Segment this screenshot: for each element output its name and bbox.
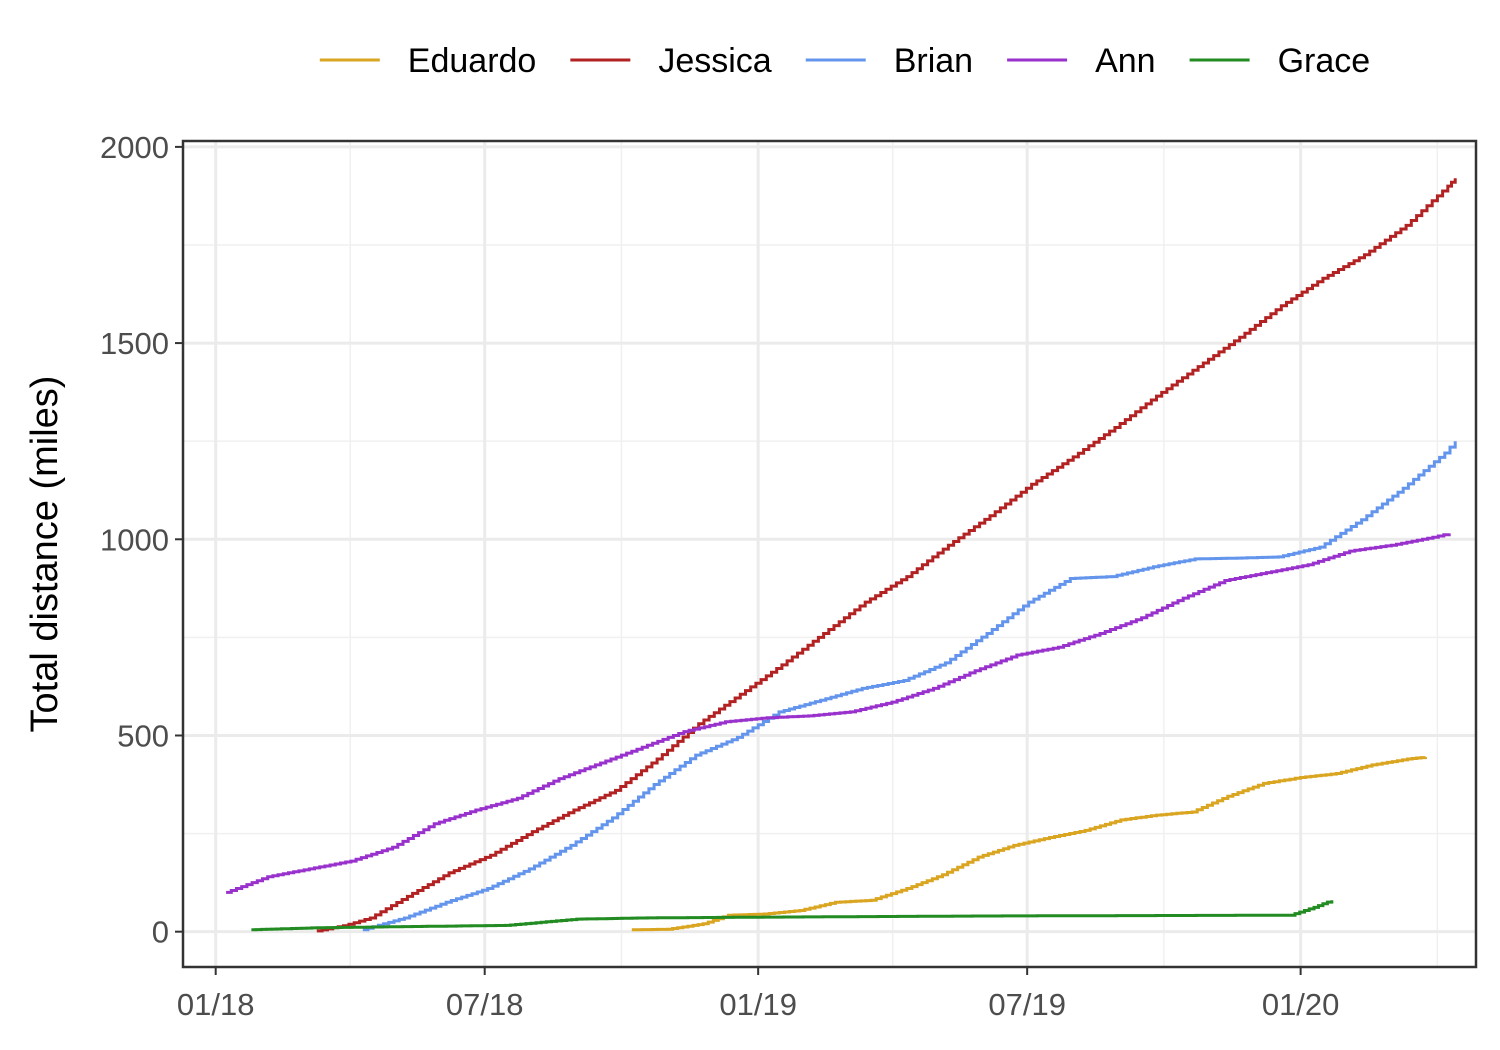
legend-item-grace: Grace (1189, 42, 1371, 80)
y-tick-label: 1500 (100, 326, 169, 361)
series-line-brian (362, 441, 1457, 932)
grid (183, 141, 1476, 967)
y-tick-label: 1000 (100, 522, 169, 557)
legend-label-grace: Grace (1278, 42, 1371, 80)
plot-border (181, 139, 1478, 969)
x-tick-label: 07/19 (988, 987, 1066, 1022)
series-lines (226, 178, 1457, 933)
x-tick-label: 07/18 (446, 987, 524, 1022)
series-line-grace (251, 900, 1334, 932)
x-tick-label: 01/20 (1262, 987, 1340, 1022)
series-line-jessica (316, 178, 1457, 933)
legend-item-brian: Brian (805, 42, 973, 80)
legend-item-jessica: Jessica (570, 42, 772, 80)
legend: Eduardo Jessica Brian Ann Grace (319, 42, 1371, 80)
axes: 0 500 1000 1500 2000 01/18 07/18 01/19 07/19 01/2… (100, 130, 1478, 1022)
x-tick-label: 01/19 (719, 987, 797, 1022)
plot-panel (183, 141, 1476, 967)
y-tick-label: 0 (152, 915, 169, 950)
series-line-eduardo (631, 756, 1427, 932)
y-tick-label: 2000 (100, 130, 169, 165)
legend-label-brian: Brian (894, 42, 973, 80)
y-tick-label: 500 (117, 718, 169, 753)
y-axis-title: Total distance (miles) (24, 376, 66, 733)
legend-label-jessica: Jessica (658, 42, 771, 80)
series-line-ann (226, 533, 1451, 894)
legend-label-eduardo: Eduardo (408, 42, 537, 80)
x-tick-label: 01/18 (177, 987, 255, 1022)
legend-item-ann: Ann (1007, 42, 1156, 80)
legend-item-eduardo: Eduardo (319, 42, 537, 80)
legend-label-ann: Ann (1095, 42, 1156, 80)
